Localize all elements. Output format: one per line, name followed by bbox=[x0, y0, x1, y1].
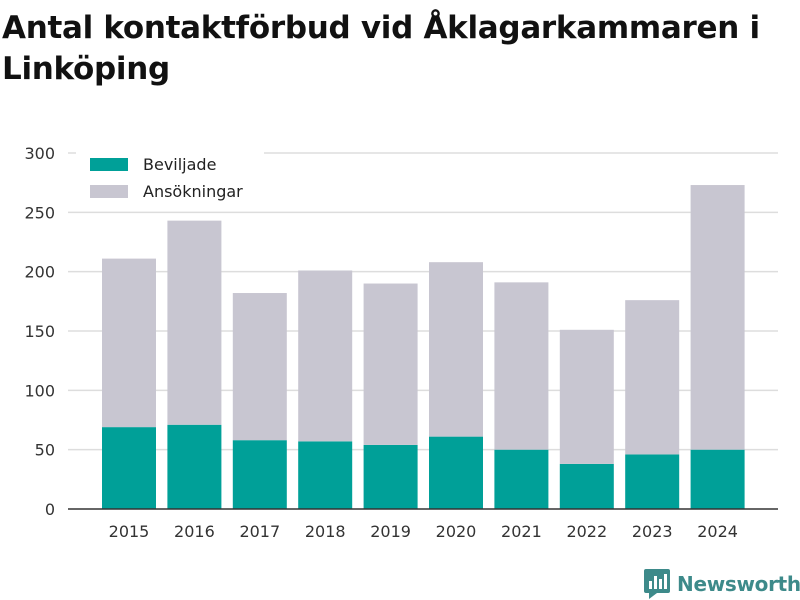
x-tick-label: 2018 bbox=[305, 522, 346, 541]
y-tick-label: 300 bbox=[24, 144, 55, 163]
legend-label: Ansökningar bbox=[143, 182, 243, 201]
chart-title: Antal kontaktförbud vid Åklagarkammaren … bbox=[2, 10, 760, 87]
bar-beviljade-2023 bbox=[625, 454, 680, 509]
newsworthy-logo: Newsworthy bbox=[644, 569, 800, 599]
x-tick-label: 2021 bbox=[501, 522, 542, 541]
bar-beviljade-2016 bbox=[167, 424, 222, 509]
bar-beviljade-2024 bbox=[690, 449, 745, 509]
bar-ansökningar-2022 bbox=[559, 329, 614, 464]
bar-ansökningar-2023 bbox=[625, 300, 680, 455]
bar-beviljade-2020 bbox=[429, 436, 483, 509]
x-tick-label: 2017 bbox=[239, 522, 280, 541]
y-tick-label: 50 bbox=[35, 441, 55, 460]
bar-ansökningar-2021 bbox=[494, 282, 549, 450]
bar-beviljade-2017 bbox=[232, 440, 287, 509]
bar-ansökningar-2024 bbox=[690, 185, 745, 450]
bar-beviljade-2015 bbox=[102, 427, 156, 509]
y-tick-label: 150 bbox=[24, 322, 55, 341]
bar-beviljade-2021 bbox=[494, 449, 549, 509]
x-tick-label: 2020 bbox=[436, 522, 477, 541]
bar-ansökningar-2018 bbox=[298, 270, 353, 442]
x-tick-label: 2015 bbox=[109, 522, 150, 541]
x-tick-label: 2022 bbox=[566, 522, 607, 541]
bar-beviljade-2022 bbox=[559, 463, 614, 509]
x-tick-label: 2023 bbox=[632, 522, 673, 541]
y-tick-label: 200 bbox=[24, 263, 55, 282]
y-tick-label: 100 bbox=[24, 381, 55, 400]
y-tick-label: 0 bbox=[45, 500, 55, 519]
brand-name: Newsworthy bbox=[677, 572, 800, 596]
bar-ansökningar-2017 bbox=[232, 293, 287, 441]
x-tick-label: 2019 bbox=[370, 522, 411, 541]
y-tick-label: 250 bbox=[24, 203, 55, 222]
legend-label: Beviljade bbox=[143, 155, 216, 174]
chat-bar-chart-icon bbox=[644, 569, 670, 599]
bar-beviljade-2019 bbox=[363, 444, 418, 509]
bar-beviljade-2018 bbox=[298, 441, 353, 509]
x-tick-label: 2016 bbox=[174, 522, 215, 541]
bar-ansökningar-2020 bbox=[429, 262, 483, 437]
bar-ansökningar-2016 bbox=[167, 220, 222, 425]
bar-ansökningar-2019 bbox=[363, 283, 418, 445]
legend-swatch-ansökningar bbox=[90, 185, 128, 198]
x-tick-label: 2024 bbox=[697, 522, 738, 541]
bar-ansökningar-2015 bbox=[102, 258, 156, 428]
legend-swatch-beviljade bbox=[90, 158, 128, 171]
